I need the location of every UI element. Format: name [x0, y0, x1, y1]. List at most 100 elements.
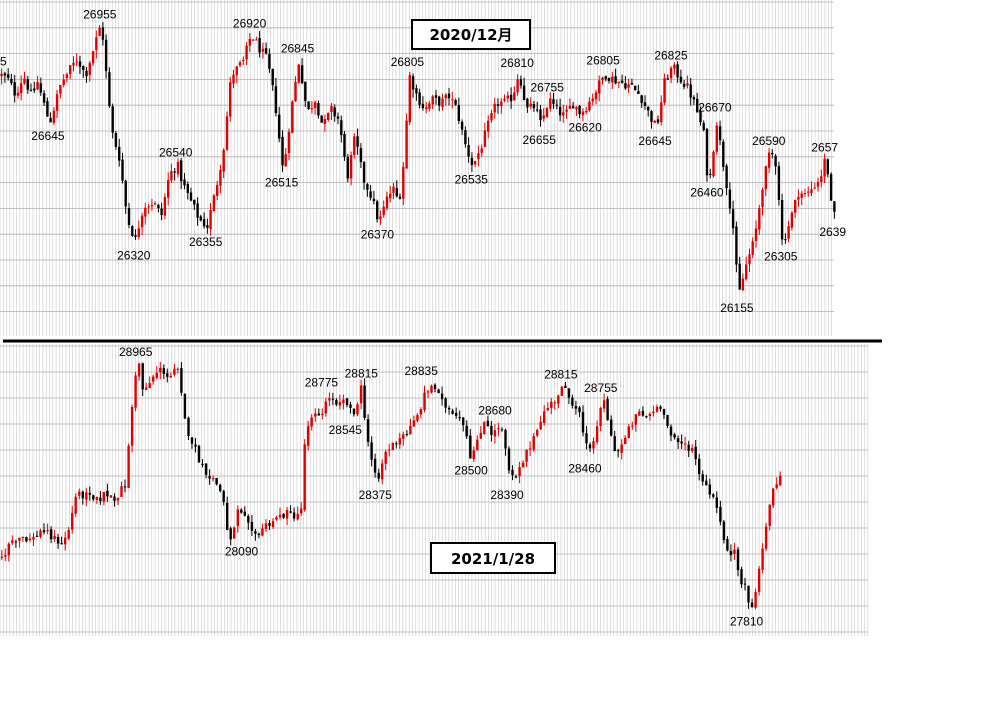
- candle-body: [349, 404, 352, 408]
- candle-body: [75, 61, 78, 63]
- candle: [294, 76, 297, 102]
- candle: [303, 439, 306, 512]
- candle-body: [536, 109, 539, 111]
- candle: [567, 388, 571, 404]
- candle: [53, 530, 56, 542]
- candle-body: [0, 73, 3, 77]
- candle-body: [101, 27, 105, 40]
- candle: [741, 273, 745, 291]
- candle: [229, 526, 232, 546]
- candle-body: [85, 70, 88, 77]
- candle: [454, 98, 457, 106]
- candle-body: [506, 95, 509, 99]
- candle: [163, 193, 167, 220]
- candle-body: [282, 513, 285, 518]
- candle: [388, 443, 391, 457]
- candle: [493, 97, 496, 119]
- candle-body: [372, 198, 376, 202]
- candle: [728, 182, 732, 214]
- candle-body: [131, 226, 134, 236]
- candle: [369, 185, 372, 201]
- candle-body: [699, 111, 702, 123]
- candle: [287, 128, 291, 161]
- candle: [56, 533, 60, 549]
- candle: [519, 75, 523, 89]
- candle-body: [754, 228, 758, 242]
- candle-body: [29, 89, 33, 91]
- candle-body: [497, 428, 500, 430]
- candle-body: [300, 508, 303, 514]
- candle: [69, 65, 72, 80]
- candle: [49, 526, 53, 544]
- candle-body: [71, 513, 74, 530]
- candle-body: [518, 467, 521, 477]
- candle-body: [268, 523, 271, 526]
- candle-body: [134, 375, 137, 408]
- candle-body: [775, 484, 778, 488]
- candle-body: [104, 39, 108, 71]
- candle: [162, 364, 165, 380]
- candle-body: [233, 527, 236, 539]
- candle-body: [258, 37, 261, 53]
- candle: [65, 72, 69, 83]
- candle-body: [392, 186, 395, 193]
- candle-body: [472, 450, 475, 460]
- price-label: 26305: [764, 250, 798, 264]
- price-label: 26320: [117, 249, 151, 263]
- candle: [278, 106, 281, 143]
- candle-body: [598, 80, 601, 94]
- price-label: 26645: [31, 129, 65, 143]
- candle-body: [666, 78, 669, 80]
- candle-body: [216, 185, 219, 196]
- candle: [585, 426, 588, 450]
- candle: [722, 139, 725, 172]
- candle-body: [553, 402, 556, 404]
- candle: [60, 536, 63, 545]
- candle: [356, 128, 359, 155]
- candle: [67, 527, 70, 541]
- candle-body: [377, 472, 380, 479]
- candle: [421, 96, 425, 111]
- candle: [480, 144, 483, 157]
- candle: [157, 203, 160, 213]
- candle: [222, 489, 225, 506]
- candle: [109, 495, 113, 498]
- candle-body: [173, 171, 176, 173]
- price-label: 25: [0, 54, 7, 68]
- candle-body: [521, 462, 525, 468]
- candle: [310, 414, 313, 431]
- candle-body: [113, 496, 116, 501]
- candle-body: [278, 114, 281, 139]
- candle-body: [317, 103, 320, 116]
- candle-body: [689, 84, 692, 98]
- candle: [604, 75, 607, 82]
- candle: [529, 97, 532, 110]
- candle: [395, 180, 398, 198]
- candle: [189, 187, 193, 202]
- candle: [486, 415, 490, 427]
- candle: [349, 401, 352, 414]
- candle-body: [816, 182, 820, 187]
- candle-body: [4, 555, 7, 557]
- candle: [591, 93, 594, 106]
- candle-body: [144, 207, 147, 217]
- candle: [152, 374, 155, 385]
- candle-body: [170, 171, 173, 181]
- candle: [555, 99, 558, 110]
- candle: [176, 158, 180, 178]
- candle-body: [21, 536, 25, 539]
- candle-body: [250, 522, 254, 531]
- candle-body: [152, 376, 155, 382]
- candle: [673, 62, 676, 75]
- candle-body: [418, 92, 421, 105]
- candle-body: [219, 484, 222, 491]
- candle-body: [183, 393, 187, 419]
- candle: [81, 490, 84, 505]
- title-box-bottom: 2021/1/28: [430, 542, 556, 574]
- candle: [490, 109, 493, 123]
- candle-body: [588, 444, 592, 449]
- candle: [787, 220, 790, 243]
- candle-body: [503, 98, 506, 101]
- candle-body: [389, 193, 392, 199]
